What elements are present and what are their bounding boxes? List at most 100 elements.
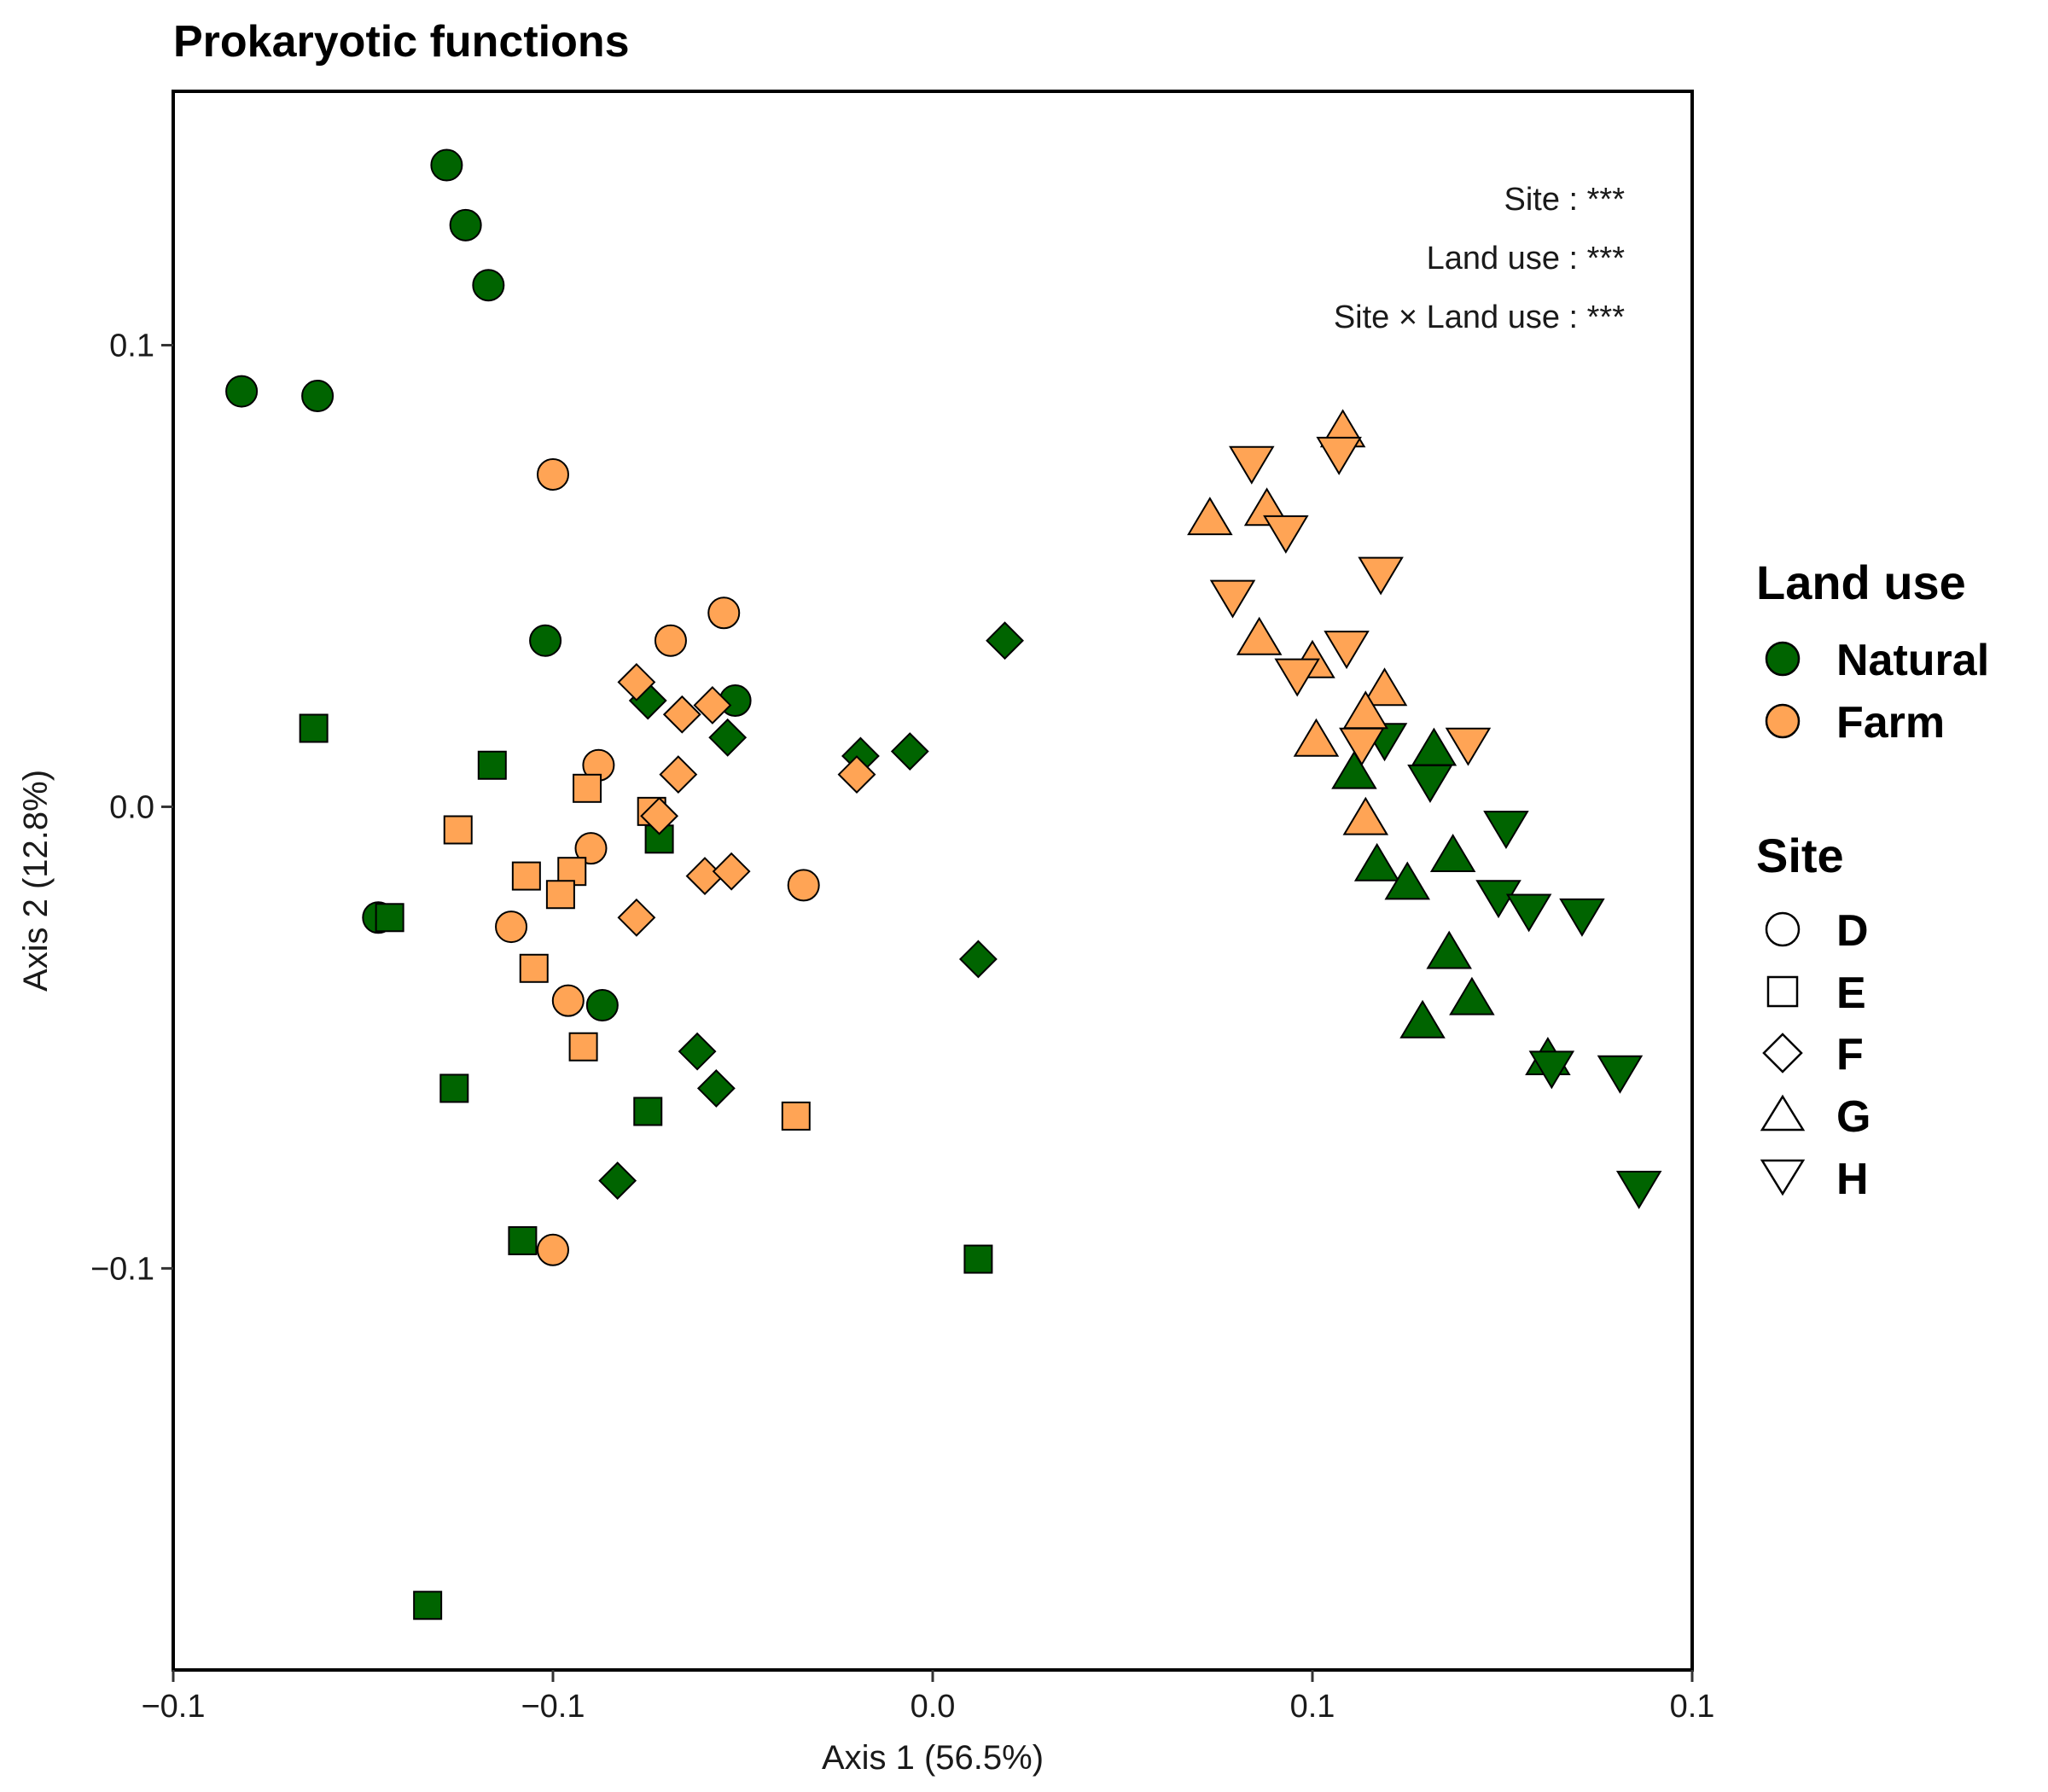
series-natural-f	[598, 621, 1024, 1201]
legend-item-e: E	[1766, 969, 1866, 1018]
data-point	[472, 269, 505, 302]
data-point	[1399, 999, 1446, 1039]
annotation-interaction: Site × Land use : ***	[1334, 300, 1625, 335]
data-point	[511, 861, 541, 891]
data-point	[413, 1591, 443, 1620]
data-point	[1597, 1055, 1644, 1094]
legend-key-circle	[1765, 911, 1801, 947]
legend-title-land-use: Land use	[1756, 556, 1966, 609]
data-point	[1445, 727, 1492, 766]
legend-item-h: H	[1760, 1155, 1869, 1204]
legend-label-g: G	[1836, 1092, 1871, 1142]
data-point	[375, 903, 404, 933]
data-point	[1615, 1171, 1662, 1209]
data-point	[890, 732, 929, 771]
y-tick-label: 0.0	[109, 789, 154, 825]
data-point	[1449, 976, 1495, 1015]
data-point	[545, 880, 575, 910]
data-point	[585, 989, 619, 1022]
x-tick-label: 0.1	[1290, 1689, 1335, 1725]
x-tick-label: 0.1	[1670, 1689, 1715, 1725]
data-point	[449, 208, 482, 241]
data-point	[1384, 861, 1431, 900]
data-point	[696, 1069, 736, 1108]
data-point	[1316, 436, 1362, 475]
series-farm-f	[617, 662, 876, 937]
data-point	[598, 1161, 637, 1201]
series-farm-d	[495, 457, 820, 1266]
chart-title: Prokaryotic functions	[173, 17, 630, 67]
data-point	[654, 624, 687, 657]
legend-label-h: H	[1836, 1155, 1869, 1204]
data-point	[537, 457, 569, 491]
legend-label-d: D	[1836, 906, 1869, 956]
data-point	[640, 796, 679, 835]
y-axis-label: Axis 2 (12.8%)	[17, 770, 55, 992]
data-point	[617, 898, 656, 937]
data-point	[1353, 842, 1400, 881]
legend-key-square	[1766, 975, 1799, 1008]
data-point	[1229, 445, 1275, 485]
data-point	[551, 984, 585, 1017]
data-point	[708, 718, 748, 757]
legend-key-farm	[1765, 703, 1801, 739]
data-point	[529, 624, 562, 657]
series-farm-h	[1209, 436, 1492, 766]
data-point	[659, 755, 698, 794]
data-point	[1411, 727, 1457, 766]
data-point	[1407, 764, 1453, 803]
data-point	[1187, 497, 1233, 536]
legend-item-natural: Natural	[1765, 636, 1989, 685]
annotation-site: Site : ***	[1504, 182, 1625, 218]
data-point	[1209, 579, 1256, 619]
data-point	[1274, 658, 1320, 697]
data-point	[1236, 616, 1283, 655]
data-point	[693, 686, 732, 724]
legend-key-diamond	[1762, 1033, 1803, 1073]
data-point	[1361, 667, 1408, 707]
data-point	[568, 1032, 598, 1062]
data-point	[1339, 727, 1385, 766]
series-farm-g	[1187, 409, 1408, 835]
x-tick-label: −0.1	[141, 1689, 205, 1725]
legend-item-g: G	[1760, 1092, 1871, 1142]
data-point	[707, 596, 741, 630]
data-point	[443, 815, 473, 845]
data-point	[712, 852, 751, 891]
data-point	[787, 869, 820, 902]
data-point	[958, 940, 998, 979]
data-point	[1358, 556, 1404, 596]
data-point	[1505, 893, 1552, 933]
x-axis-ticks: −0.1 −0.1 0.0 0.1 0.1	[141, 1670, 1714, 1725]
data-point	[617, 662, 656, 701]
data-point	[537, 1233, 569, 1266]
data-point	[508, 1225, 538, 1255]
legend-item-farm: Farm	[1765, 698, 1945, 748]
legend-label-natural: Natural	[1836, 636, 1989, 685]
y-tick-label: −0.1	[90, 1251, 154, 1287]
legend-label-e: E	[1836, 969, 1866, 1018]
data-point	[1426, 930, 1472, 969]
data-point	[1342, 796, 1389, 835]
data-point	[986, 621, 1024, 660]
data-point	[1331, 750, 1377, 789]
data-point	[573, 773, 602, 803]
y-tick-label: 0.1	[109, 329, 154, 364]
legend-title-site: Site	[1756, 829, 1844, 882]
data-point	[439, 1073, 469, 1103]
legend-key-triangle-up	[1760, 1094, 1806, 1132]
data-point	[1324, 631, 1370, 670]
legend-key-natural	[1765, 641, 1801, 677]
legend-label-f: F	[1836, 1030, 1864, 1079]
data-point	[495, 911, 528, 944]
annotation-land-use: Land use : ***	[1427, 241, 1626, 276]
data-point	[837, 755, 876, 794]
data-point	[477, 750, 507, 780]
series-natural-d	[225, 148, 752, 1022]
data-point	[225, 375, 259, 408]
data-point	[963, 1244, 993, 1274]
data-point	[662, 695, 701, 734]
series-farm-e	[443, 773, 811, 1131]
data-point	[574, 832, 608, 865]
